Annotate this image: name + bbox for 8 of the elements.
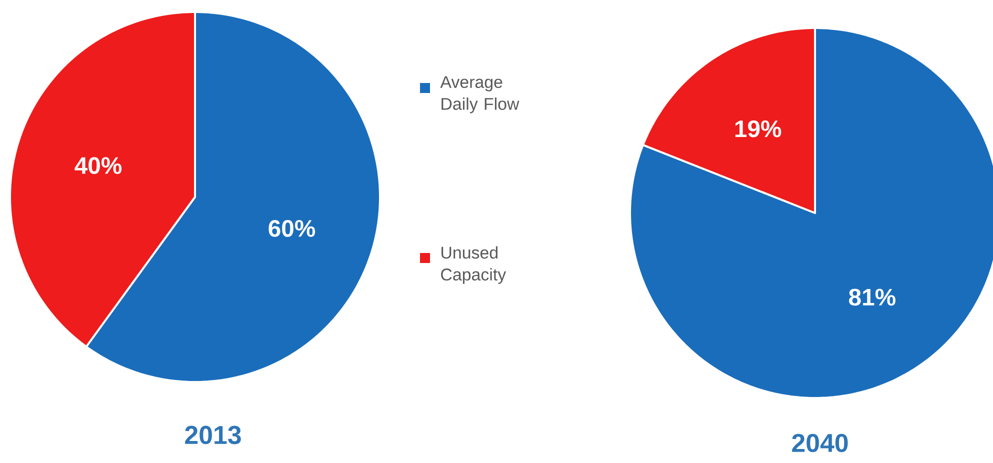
data-label: 19% [735, 120, 782, 138]
data-label: 40% [74, 157, 122, 174]
text: 2040 [792, 434, 848, 452]
legend-label: Average Daily Flow [440, 76, 520, 114]
data-label: 60% [268, 220, 316, 237]
text: 2013 [185, 426, 241, 444]
legend-label: Unused Capacity [441, 246, 506, 284]
data-label: 81% [849, 288, 896, 306]
